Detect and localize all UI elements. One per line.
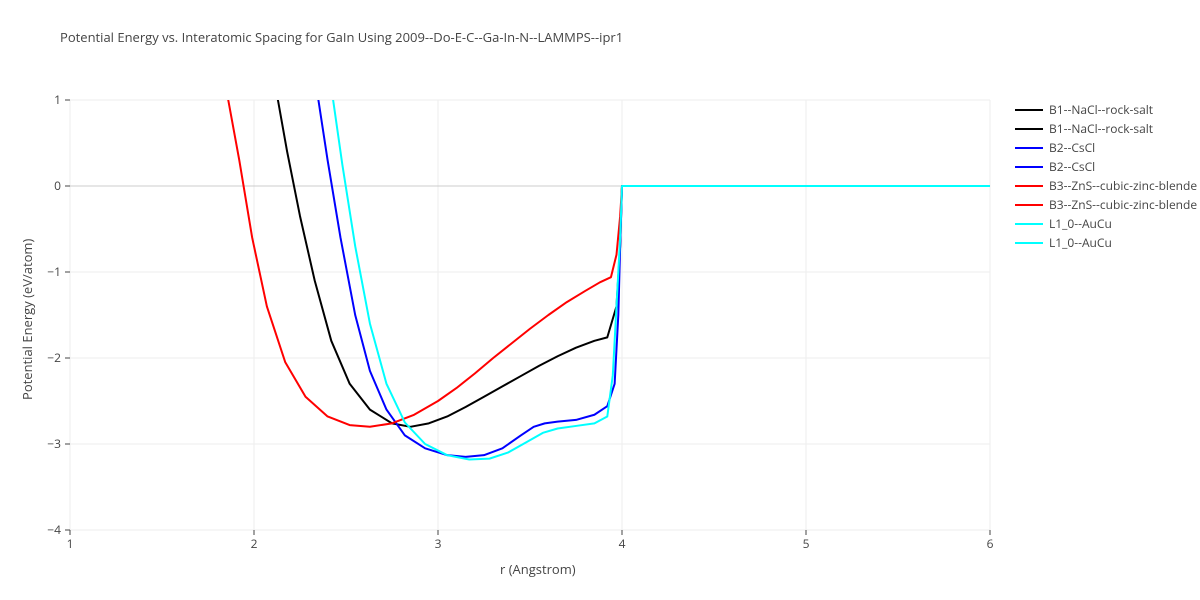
svg-text:3: 3 <box>435 535 442 552</box>
svg-text:−2: −2 <box>47 349 61 366</box>
svg-text:0: 0 <box>54 177 61 194</box>
svg-text:4: 4 <box>619 535 626 552</box>
legend-item[interactable]: B3--ZnS--cubic-zinc-blende <box>1015 195 1197 214</box>
svg-text:2: 2 <box>251 535 258 552</box>
legend-label: L1_0--AuCu <box>1049 215 1112 232</box>
legend-item[interactable]: B2--CsCl <box>1015 157 1197 176</box>
legend-swatch <box>1015 242 1043 244</box>
chart-svg: 1 2 3 4 5 6 −4 −3 −2 −1 0 1 <box>0 0 1200 600</box>
legend-swatch <box>1015 204 1043 206</box>
legend: B1--NaCl--rock-salt B1--NaCl--rock-salt B2… <box>1015 100 1197 252</box>
legend-swatch <box>1015 128 1043 130</box>
svg-text:1: 1 <box>54 91 61 108</box>
legend-swatch <box>1015 147 1043 149</box>
legend-item[interactable]: L1_0--AuCu <box>1015 233 1197 252</box>
legend-label: B3--ZnS--cubic-zinc-blende <box>1049 177 1197 194</box>
svg-text:5: 5 <box>803 535 810 552</box>
svg-text:6: 6 <box>987 535 994 552</box>
legend-item[interactable]: B2--CsCl <box>1015 138 1197 157</box>
legend-item[interactable]: B3--ZnS--cubic-zinc-blende <box>1015 176 1197 195</box>
legend-swatch <box>1015 223 1043 225</box>
svg-text:−1: −1 <box>47 263 61 280</box>
legend-label: L1_0--AuCu <box>1049 234 1112 251</box>
legend-swatch <box>1015 166 1043 168</box>
svg-text:−3: −3 <box>47 435 61 452</box>
legend-label: B2--CsCl <box>1049 139 1095 156</box>
legend-swatch <box>1015 185 1043 187</box>
legend-item[interactable]: B1--NaCl--rock-salt <box>1015 119 1197 138</box>
legend-label: B2--CsCl <box>1049 158 1095 175</box>
svg-text:1: 1 <box>67 535 74 552</box>
legend-item[interactable]: B1--NaCl--rock-salt <box>1015 100 1197 119</box>
legend-item[interactable]: L1_0--AuCu <box>1015 214 1197 233</box>
legend-label: B1--NaCl--rock-salt <box>1049 101 1153 118</box>
legend-label: B1--NaCl--rock-salt <box>1049 120 1153 137</box>
legend-label: B3--ZnS--cubic-zinc-blende <box>1049 196 1197 213</box>
svg-text:−4: −4 <box>47 521 61 538</box>
legend-swatch <box>1015 109 1043 111</box>
